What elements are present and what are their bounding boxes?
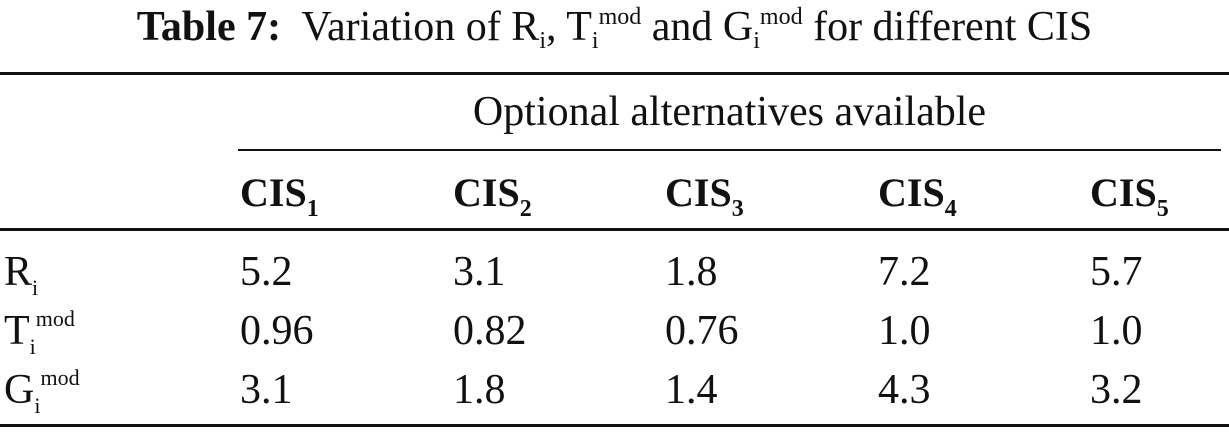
cell-t-cis4: 1.0 — [878, 308, 931, 354]
table-top-rule — [0, 72, 1229, 75]
caption-t-symbol: T — [566, 4, 592, 50]
row-label-t: Timod — [4, 306, 75, 359]
row-label-r: Ri — [4, 249, 39, 300]
table-bottom-rule — [0, 424, 1229, 427]
column-header-cis1: CIS1 — [240, 170, 319, 222]
caption-g-sub: i — [753, 28, 760, 54]
cell-r-cis5: 5.7 — [1090, 249, 1143, 295]
cell-r-cis3: 1.8 — [665, 249, 718, 295]
cell-r-cis2: 3.1 — [453, 249, 506, 295]
cell-g-cis3: 1.4 — [665, 367, 718, 413]
cell-r-cis1: 5.2 — [240, 249, 293, 295]
caption-text-after: for different CIS — [802, 4, 1093, 50]
column-header-cis2: CIS2 — [453, 170, 532, 222]
cell-r-cis4: 7.2 — [878, 249, 931, 295]
caption-comma: , — [545, 4, 567, 50]
caption-r-symbol: R — [511, 4, 540, 50]
caption-r-sub: i — [539, 28, 546, 54]
cell-g-cis5: 3.2 — [1090, 367, 1143, 413]
table-number: Table 7: — [136, 4, 282, 50]
cell-t-cis5: 1.0 — [1090, 308, 1143, 354]
cell-t-cis3: 0.76 — [665, 308, 739, 354]
group-header-rule — [238, 149, 1221, 151]
caption-text-before: Variation of — [301, 4, 512, 50]
column-header-cis5: CIS5 — [1090, 170, 1169, 222]
caption-and: and — [641, 4, 723, 50]
header-rule — [0, 228, 1229, 231]
column-header-cis4: CIS4 — [878, 170, 957, 222]
cell-g-cis1: 3.1 — [240, 367, 293, 413]
column-header-cis3: CIS3 — [665, 170, 744, 222]
group-header: Optional alternatives available — [472, 89, 987, 135]
cell-t-cis2: 0.82 — [453, 308, 527, 354]
caption-t-sub: i — [591, 28, 599, 54]
cell-g-cis2: 1.8 — [453, 367, 506, 413]
cell-t-cis1: 0.96 — [240, 308, 314, 354]
table-caption: Table 7: Variation of Ri, Timod and Gimo… — [0, 2, 1229, 54]
caption-g-sup: mod — [759, 4, 803, 30]
row-label-g: Gimod — [4, 365, 80, 418]
caption-g-symbol: G — [722, 4, 754, 50]
caption-t-sup: mod — [598, 4, 642, 30]
cell-g-cis4: 4.3 — [878, 367, 931, 413]
